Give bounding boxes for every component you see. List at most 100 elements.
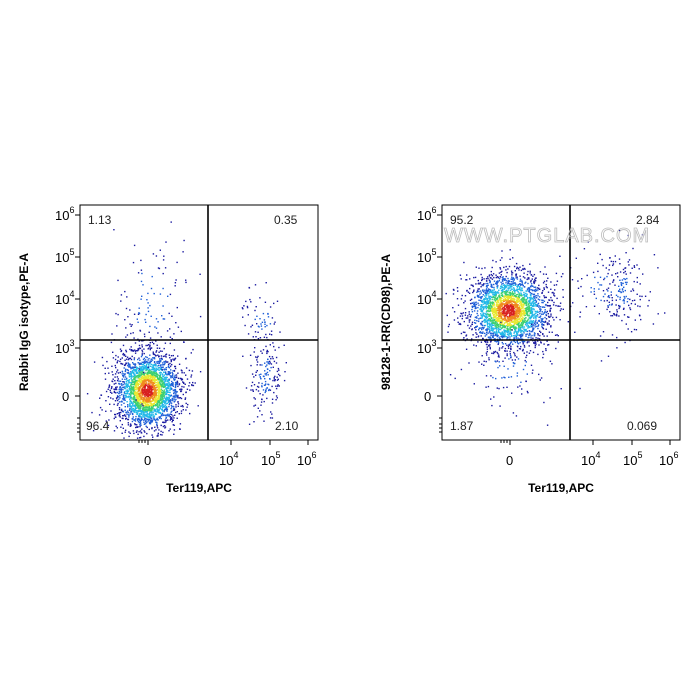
event-dot [121, 370, 123, 373]
event-dot [165, 389, 168, 391]
event-dot [145, 419, 147, 422]
event-dot [137, 362, 139, 364]
event-dot [547, 305, 549, 307]
event-dot [199, 315, 202, 318]
event-dot [168, 400, 171, 402]
event-dot [257, 338, 260, 340]
event-dot [130, 349, 132, 352]
event-dot [150, 287, 153, 290]
event-dot [488, 275, 491, 277]
event-dot [503, 287, 506, 289]
event-dot [134, 404, 136, 407]
event-dot [514, 306, 516, 309]
event-dot [541, 292, 543, 294]
event-dot [474, 306, 477, 308]
event-dot [250, 301, 252, 303]
event-dot [518, 312, 521, 314]
event-dot [523, 344, 526, 347]
event-dot [513, 278, 515, 280]
event-dot [138, 421, 140, 424]
event-dot [144, 402, 147, 404]
event-dot [123, 392, 126, 394]
event-dot [159, 404, 161, 407]
event-dot [521, 309, 523, 311]
event-dot [530, 304, 532, 307]
event-dot [139, 425, 141, 428]
event-dot [160, 414, 163, 417]
event-dot [528, 302, 530, 305]
event-dot [133, 419, 135, 421]
event-dot [149, 348, 151, 351]
event-dot [169, 413, 171, 415]
event-dot [124, 429, 127, 431]
event-dot [260, 373, 262, 375]
event-dot [486, 313, 488, 315]
event-dot [500, 299, 502, 301]
event-dot [142, 363, 144, 366]
event-dot [159, 388, 161, 390]
event-dot [181, 378, 184, 381]
event-dot [155, 327, 158, 329]
event-dot [162, 398, 164, 400]
event-dot [471, 308, 473, 311]
event-dot [157, 397, 159, 399]
event-dot [142, 368, 145, 371]
event-dot [123, 399, 126, 401]
event-dot [165, 372, 167, 374]
event-dot [164, 403, 166, 405]
event-dot [168, 397, 170, 400]
event-dot [158, 362, 161, 365]
event-dot [150, 387, 152, 389]
event-dot [473, 290, 475, 292]
event-dot [487, 325, 489, 328]
event-dot [474, 322, 476, 324]
event-dot [152, 376, 155, 378]
event-dot [482, 312, 485, 314]
event-dot [501, 324, 503, 326]
event-dot [148, 419, 150, 421]
event-dot [533, 315, 535, 317]
event-dot [134, 364, 136, 367]
event-dot [169, 391, 171, 394]
event-dot [261, 414, 263, 416]
event-dot [125, 336, 127, 338]
event-dot [155, 392, 158, 394]
event-dot [509, 342, 512, 345]
event-dot [122, 381, 124, 383]
event-dot [174, 389, 176, 392]
event-dot [155, 413, 158, 415]
event-dot [133, 411, 136, 413]
event-dot [511, 291, 514, 293]
event-dot [115, 382, 117, 385]
event-dot [534, 303, 537, 305]
event-dot [161, 403, 163, 405]
event-dot [503, 331, 506, 333]
event-dot [152, 414, 154, 416]
event-dot [261, 386, 263, 388]
event-dot [499, 298, 501, 300]
event-dot [107, 367, 109, 369]
event-dot [502, 282, 504, 285]
event-dot [135, 400, 137, 402]
event-dot [172, 398, 174, 400]
event-dot [131, 401, 133, 404]
event-dot [138, 340, 140, 342]
event-dot [130, 385, 132, 388]
event-dot [150, 402, 152, 404]
event-dot [117, 396, 120, 398]
event-dot [134, 381, 137, 383]
event-dot [538, 344, 540, 346]
event-dot [152, 393, 155, 395]
event-dot [132, 350, 134, 352]
event-dot [474, 322, 477, 324]
event-dot [134, 379, 136, 381]
event-dot [155, 391, 157, 393]
event-dot [152, 369, 155, 371]
event-dot [161, 397, 163, 400]
event-dot [523, 352, 525, 354]
event-dot [510, 331, 512, 334]
event-dot [116, 413, 119, 415]
event-dot [497, 343, 499, 345]
event-dot [156, 398, 158, 400]
event-dot [513, 289, 515, 291]
